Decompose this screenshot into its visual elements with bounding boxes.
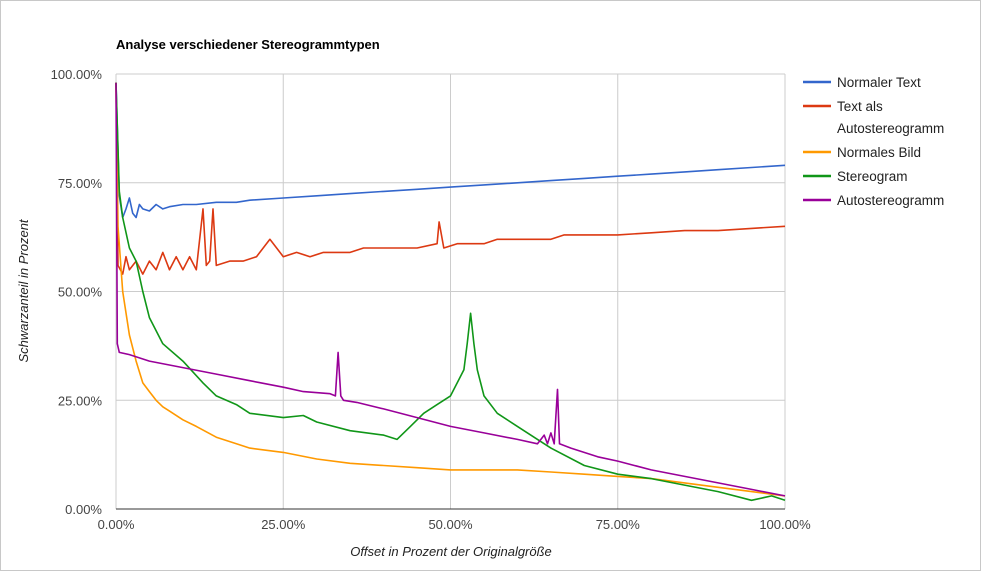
series-line-4 xyxy=(115,82,786,502)
legend-item: Autostereogramm xyxy=(803,193,944,208)
legend: Normaler Text Text als Autostereogramm Norm… xyxy=(803,75,944,208)
series-lines xyxy=(115,82,786,502)
legend-label: Autostereogramm xyxy=(837,193,944,208)
legend-item: Text als Autostereogramm xyxy=(803,99,944,136)
x-tick-label: 50.00% xyxy=(428,517,473,532)
x-tick-label: 25.00% xyxy=(261,517,306,532)
y-tick-label: 75.00% xyxy=(58,176,103,191)
legend-label: Normaler Text xyxy=(837,75,921,90)
y-tick-label: 0.00% xyxy=(65,502,102,517)
legend-label: Stereogram xyxy=(837,169,908,184)
axis-ticks: 0.00% 25.00% 50.00% 75.00% 100.00% 0.00% 25.00… xyxy=(51,67,811,532)
series-line-1 xyxy=(115,82,786,219)
legend-item: Normaler Text xyxy=(803,75,921,90)
series-line-5 xyxy=(115,82,786,497)
series-line-3 xyxy=(115,82,786,497)
series-line-2 xyxy=(115,82,786,275)
x-tick-label: 75.00% xyxy=(596,517,641,532)
legend-label: Text als Autostereogramm xyxy=(837,99,944,136)
legend-item: Normales Bild xyxy=(803,145,921,160)
y-tick-label: 100.00% xyxy=(51,67,103,82)
grid xyxy=(115,73,786,510)
legend-label: Normales Bild xyxy=(837,145,921,160)
y-tick-label: 25.00% xyxy=(58,393,103,408)
x-axis-label: Offset in Prozent der Originalgröße xyxy=(350,544,552,559)
legend-item: Stereogram xyxy=(803,169,908,184)
y-tick-label: 50.00% xyxy=(58,285,103,300)
x-tick-label: 100.00% xyxy=(759,517,811,532)
x-tick-label: 0.00% xyxy=(98,517,135,532)
chart-title: Analyse verschiedener Stereogrammtypen xyxy=(116,37,380,52)
y-axis-label: Schwarzanteil in Prozent xyxy=(16,218,31,362)
